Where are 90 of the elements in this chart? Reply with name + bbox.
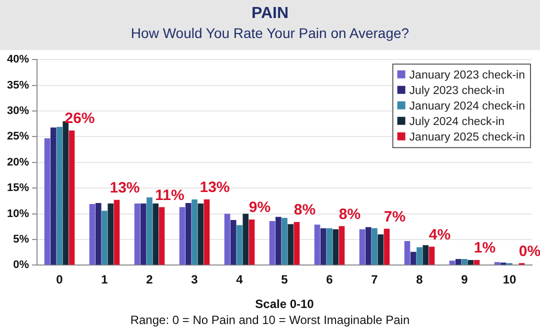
bar [146, 197, 152, 265]
x-tick-label: 7 [371, 272, 378, 287]
chart-subtitle: How Would You Rate Your Pain on Average? [130, 25, 410, 41]
bar [404, 241, 410, 265]
bar [332, 229, 339, 265]
legend-label: July 2023 check-in [409, 85, 505, 98]
bar [158, 207, 165, 265]
bar [365, 227, 372, 265]
bar [282, 218, 288, 265]
data-label: 8% [338, 206, 361, 223]
x-tick-label: 10 [502, 272, 516, 287]
x-tick-label: 3 [191, 272, 198, 287]
data-label: 7% [384, 208, 406, 226]
bar [198, 204, 204, 265]
bar [68, 130, 75, 265]
y-tick-label: 15% [6, 182, 30, 194]
x-tick-label: 2 [146, 272, 154, 287]
data-label: 26% [64, 110, 95, 128]
bar [192, 199, 198, 265]
x-tick-label: 4 [236, 272, 244, 287]
bar [275, 216, 282, 265]
bar [114, 200, 120, 265]
bar [468, 260, 474, 265]
y-tick-label: 0% [13, 259, 30, 272]
bar [314, 224, 320, 265]
legend-label: July 2024 check-in [409, 116, 505, 128]
bar [378, 234, 384, 265]
data-label: 13% [200, 179, 230, 196]
bar [338, 226, 345, 265]
bar [294, 222, 300, 265]
y-tick-label: 10% [6, 208, 30, 220]
bar [269, 220, 276, 265]
y-tick-label: 25% [6, 130, 30, 143]
x-axis-title: Scale 0-10 [255, 297, 314, 312]
x-tick-label: 0 [56, 272, 64, 287]
bar [416, 247, 422, 265]
text: Range: 0 = No Pain and 10 = Worst Imaginable Pain [129, 312, 411, 328]
y-tick-label: 5% [13, 234, 30, 246]
bar [140, 204, 146, 265]
bar [108, 204, 114, 265]
x-tick-label: 6 [326, 272, 334, 287]
bar [185, 203, 192, 265]
x-tick-label: 5 [281, 272, 288, 287]
bar [320, 228, 326, 265]
x-tick-label: 1 [101, 272, 108, 287]
bar [89, 204, 96, 265]
data-label: 4% [428, 226, 451, 244]
bar [288, 224, 294, 265]
bar [455, 259, 462, 265]
bar [410, 252, 416, 265]
bar [428, 246, 435, 265]
bar [224, 214, 230, 265]
bar [50, 127, 56, 265]
chart-title: PAIN [250, 5, 290, 23]
bar [230, 220, 236, 265]
bar [359, 229, 366, 265]
bar [134, 204, 140, 265]
legend-label: January 2025 check-in [409, 132, 526, 144]
y-tick-label: 30% [6, 105, 30, 118]
legend-label: January 2023 check-in [409, 70, 526, 82]
bar [102, 210, 108, 265]
bar [236, 225, 242, 265]
y-tick-label: 20% [6, 156, 30, 168]
bar [44, 138, 50, 265]
bar [474, 260, 480, 265]
bar [248, 219, 255, 265]
x-tick-label: 9 [461, 272, 468, 287]
bar [204, 199, 210, 265]
bar [152, 204, 159, 265]
bar [422, 245, 429, 265]
bar [372, 228, 378, 265]
bar [95, 203, 102, 265]
bar [326, 228, 332, 265]
legend-label: January 2024 check-in [409, 100, 526, 113]
data-label: 0% [518, 242, 540, 260]
x-tick-label: 8 [416, 272, 424, 287]
bar [384, 228, 390, 265]
data-label: 1% [474, 240, 496, 257]
y-tick-label: 40% [6, 54, 30, 66]
y-tick-label: 35% [6, 79, 30, 92]
data-label: 13% [110, 180, 140, 197]
data-label: 8% [294, 202, 316, 219]
bar [56, 126, 62, 265]
bar [449, 260, 456, 265]
bar [242, 214, 249, 265]
data-label: 9% [248, 199, 271, 216]
bar [494, 262, 500, 265]
data-label: 11% [155, 186, 184, 204]
bar [179, 207, 186, 265]
bar [462, 259, 468, 265]
